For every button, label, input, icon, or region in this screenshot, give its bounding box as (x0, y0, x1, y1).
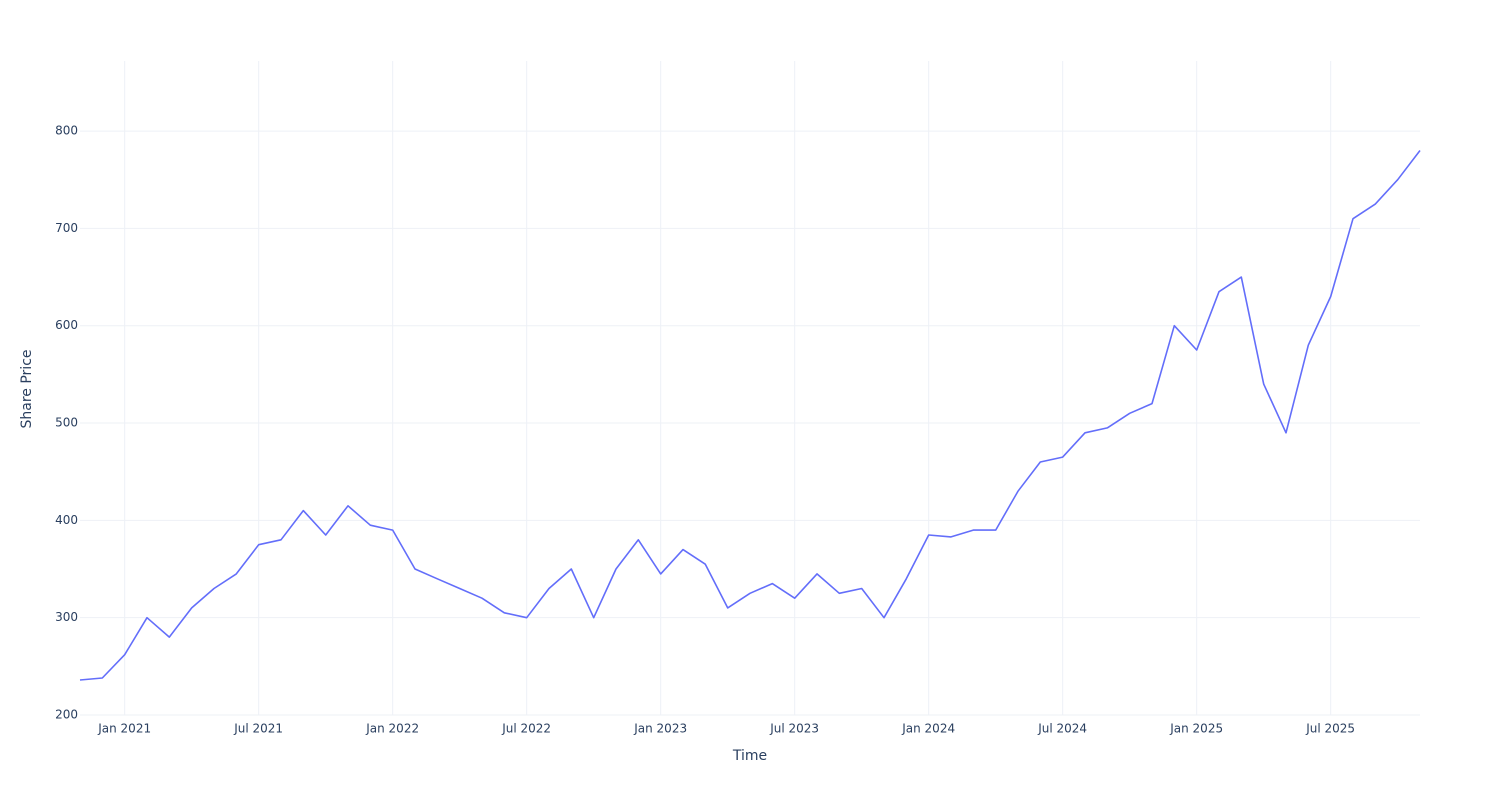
y-tick-label: 200 (55, 708, 78, 722)
x-tick-label: Jan 2024 (901, 722, 955, 736)
y-tick-label: 700 (55, 221, 78, 235)
x-tick-label: Jul 2025 (1305, 722, 1355, 736)
x-axis-title: Time (732, 748, 767, 764)
y-tick-label: 600 (55, 318, 78, 332)
x-tick-label: Jul 2022 (501, 722, 551, 736)
x-tick-label: Jul 2024 (1037, 722, 1087, 736)
price-line (79, 150, 1421, 681)
y-axis-title: Share Price (19, 349, 35, 428)
x-tick-label: Jan 2022 (365, 722, 419, 736)
x-tick-label: Jul 2021 (233, 722, 283, 736)
x-tick-label: Jan 2025 (1169, 722, 1223, 736)
x-tick-label: Jan 2021 (97, 722, 151, 736)
x-tick-label: Jul 2023 (769, 722, 819, 736)
y-tick-label: 400 (55, 513, 78, 527)
x-tick-label: Jan 2023 (633, 722, 687, 736)
y-tick-label: 500 (55, 416, 78, 430)
y-tick-label: 800 (55, 124, 78, 138)
y-tick-label: 300 (55, 610, 78, 624)
